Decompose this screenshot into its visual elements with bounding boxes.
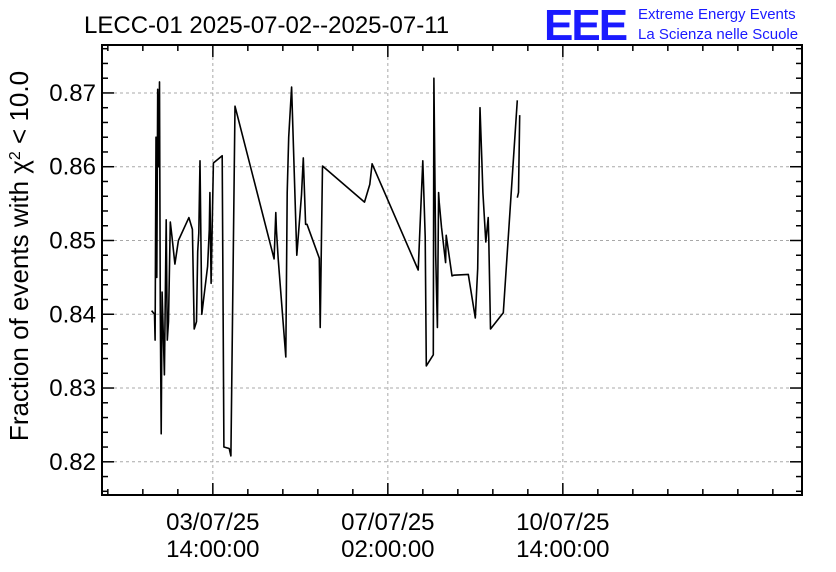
x-tick-label-time: 14:00:00 (516, 536, 609, 563)
series-layer (150, 77, 521, 457)
grid-layer (102, 45, 802, 495)
y-tick-label: 0.84 (49, 301, 96, 328)
y-axis-label: Fraction of events with χ2 < 10.0 (4, 71, 34, 441)
y-tick-label: 0.86 (49, 154, 96, 181)
x-tick-label-time: 02:00:00 (341, 536, 434, 563)
x-tick-label-date: 03/07/25 (166, 509, 259, 536)
x-tick-label-date: 10/07/25 (516, 509, 609, 536)
eee-logo: EEE Extreme Energy Events La Scienza nel… (544, 1, 798, 50)
x-tick-label-time: 14:00:00 (166, 536, 259, 563)
y-axis-label-tail: < 10.0 (4, 71, 34, 151)
logo-line2: La Scienza nelle Scuole (638, 26, 798, 43)
axis-layer: 0.820.830.840.850.860.8703/07/2514:00:00… (49, 44, 803, 563)
y-tick-label: 0.82 (49, 449, 96, 476)
y-axis-label-main: Fraction of events with χ (4, 160, 34, 441)
logo-line1: Extreme Energy Events (638, 6, 796, 23)
x-tick-label-date: 07/07/25 (341, 509, 434, 536)
series-line-1 (150, 77, 519, 457)
y-axis-label-sup: 2 (7, 151, 24, 160)
logo-mark: EEE (544, 1, 627, 50)
y-tick-label: 0.87 (49, 80, 96, 107)
y-tick-label: 0.83 (49, 375, 96, 402)
y-tick-label: 0.85 (49, 227, 96, 254)
series-line-2 (516, 115, 521, 198)
chart-title: LECC-01 2025-07-02--2025-07-11 (84, 12, 449, 39)
